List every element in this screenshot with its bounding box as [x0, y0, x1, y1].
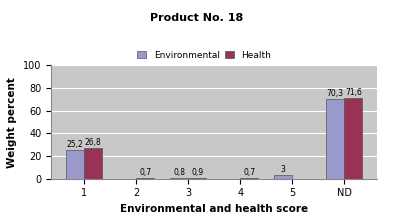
Y-axis label: Weight percent: Weight percent: [7, 77, 17, 167]
Text: Product No. 18: Product No. 18: [150, 13, 243, 23]
Bar: [66, 150, 84, 179]
Text: 0,7: 0,7: [139, 168, 151, 177]
Text: 26,8: 26,8: [85, 138, 102, 147]
Bar: [188, 178, 206, 179]
Text: 0,8: 0,8: [173, 168, 185, 177]
Text: 0,9: 0,9: [191, 168, 203, 177]
Bar: [274, 175, 292, 179]
X-axis label: Environmental and health score: Environmental and health score: [120, 204, 308, 214]
Bar: [170, 178, 188, 179]
Bar: [136, 178, 154, 179]
Legend: Environmental, Health: Environmental, Health: [135, 48, 274, 63]
Text: 71,6: 71,6: [345, 88, 362, 97]
Bar: [326, 99, 344, 179]
Text: 3: 3: [281, 165, 286, 174]
Text: 25,2: 25,2: [67, 140, 83, 149]
Text: 70,3: 70,3: [327, 89, 343, 98]
Bar: [84, 148, 102, 179]
Bar: [344, 98, 362, 179]
Text: 0,7: 0,7: [243, 168, 255, 177]
Bar: [240, 178, 259, 179]
